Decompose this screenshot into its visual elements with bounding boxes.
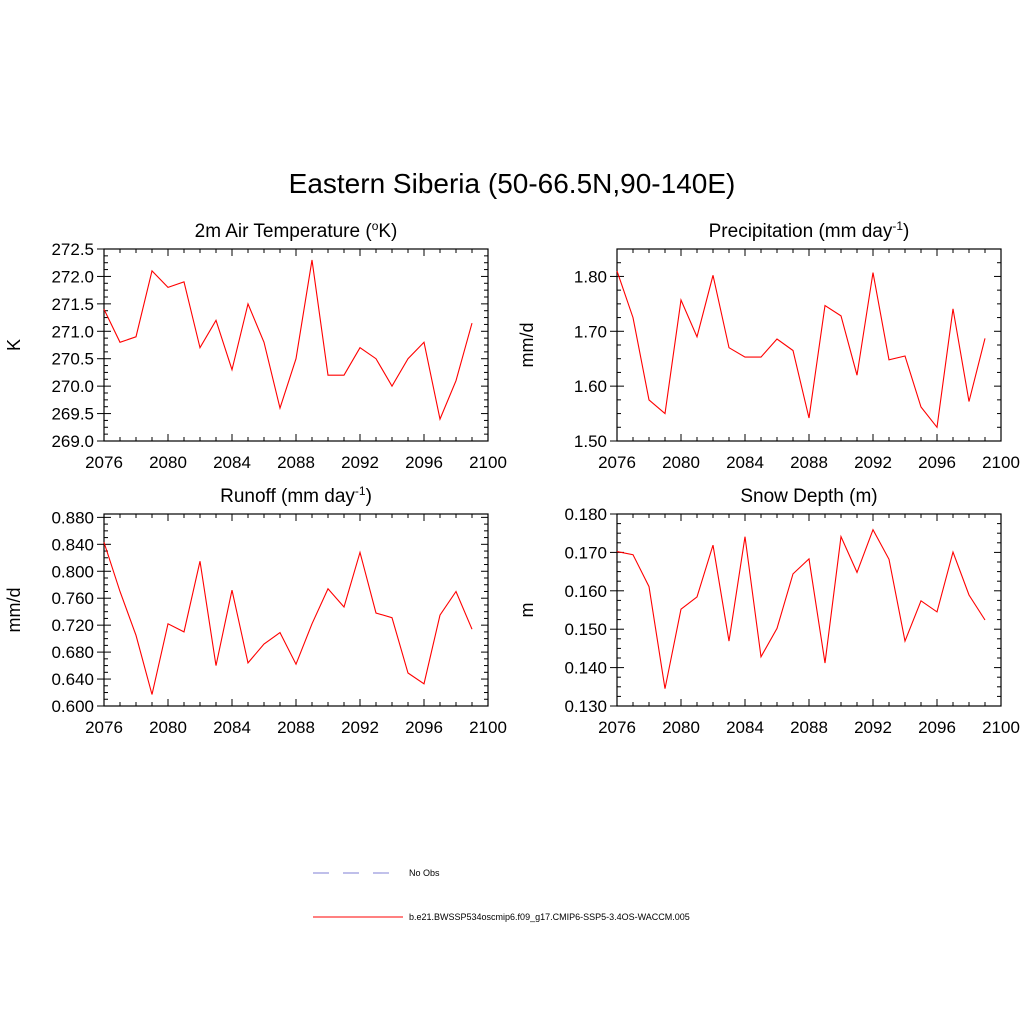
air-temperature-y-tick-label: 271.5 <box>51 295 94 314</box>
precipitation-y-tick-label: 1.80 <box>574 267 607 286</box>
runoff-x-tick-label: 2080 <box>149 718 187 737</box>
precipitation-y-tick-label: 1.50 <box>574 432 607 451</box>
snow-depth-y-tick-label: 0.130 <box>564 697 607 716</box>
snow-depth-y-tick-label: 0.140 <box>564 659 607 678</box>
snow-depth-y-tick-label: 0.180 <box>564 505 607 524</box>
precipitation-series-line <box>616 270 986 429</box>
air-temperature-x-tick-label: 2088 <box>277 453 315 472</box>
precipitation-x-tick-label: 2076 <box>598 453 636 472</box>
runoff-series-line <box>103 542 473 695</box>
runoff-x-tick-label: 2076 <box>85 718 123 737</box>
snow-depth-x-tick-label: 2076 <box>598 718 636 737</box>
snow-depth-x-tick-label: 2096 <box>918 718 956 737</box>
precipitation-x-tick-label: 2092 <box>854 453 892 472</box>
precipitation-x-tick-label: 2096 <box>918 453 956 472</box>
air-temperature-x-tick-label: 2100 <box>469 453 507 472</box>
air-temperature-frame <box>103 248 489 442</box>
snow-depth-y-tick-label: 0.170 <box>564 543 607 562</box>
air-temperature-series-line <box>103 259 473 421</box>
snow-depth-y-axis-label: m <box>517 603 537 618</box>
snow-depth-x-tick-label: 2080 <box>662 718 700 737</box>
air-temperature-title: 2m Air Temperature (oK) <box>195 219 398 242</box>
snow-depth-series-line <box>616 528 986 689</box>
runoff-title-end: ) <box>366 486 372 507</box>
precipitation-x-tick-label: 2084 <box>726 453 764 472</box>
panel-air-temperature: 2m Air Temperature (oK) K 2076 2080 2084 2088… <box>4 219 507 472</box>
runoff-y-tick-label: 0.840 <box>51 535 94 554</box>
snow-depth-y-tick-label: 0.150 <box>564 620 607 639</box>
runoff-x-tick-label: 2100 <box>469 718 507 737</box>
runoff-x-tick-label: 2092 <box>341 718 379 737</box>
runoff-x-tick-label: 2084 <box>213 718 251 737</box>
precipitation-x-tick-label: 2088 <box>790 453 828 472</box>
precipitation-y-tick-label: 1.60 <box>574 377 607 396</box>
air-temperature-y-tick-label: 269.5 <box>51 405 94 424</box>
runoff-y-tick-label: 0.760 <box>51 589 94 608</box>
air-temperature-x-tick-label: 2096 <box>405 453 443 472</box>
air-temperature-title-main: 2m Air Temperature ( <box>195 221 373 242</box>
runoff-title: Runoff (mm day-1) <box>220 484 372 507</box>
runoff-y-tick-label: 0.680 <box>51 643 94 662</box>
panel-precipitation: Precipitation (mm day-1) mm/d 2076 2080 2084… <box>517 219 1020 472</box>
air-temperature-y-tick-label: 272.0 <box>51 267 94 286</box>
snow-depth-y-tick-label: 0.160 <box>564 582 607 601</box>
air-temperature-y-tick-label: 271.0 <box>51 322 94 341</box>
snow-depth-x-tick-label: 2092 <box>854 718 892 737</box>
legend: No Obs b.e21.BWSSP534oscmip6.f09_g17.CMI… <box>313 868 690 922</box>
air-temperature-y-axis-label: K <box>4 339 24 351</box>
runoff-title-main: Runoff (mm day <box>220 486 355 507</box>
air-temperature-y-tick-label: 270.0 <box>51 377 94 396</box>
runoff-frame <box>103 513 489 707</box>
air-temperature-y-tick-label: 272.5 <box>51 240 94 259</box>
snow-depth-title-main: Snow Depth (m) <box>740 486 877 507</box>
precipitation-x-tick-label: 2100 <box>982 453 1020 472</box>
runoff-y-tick-label: 0.880 <box>51 508 94 527</box>
runoff-y-tick-label: 0.640 <box>51 670 94 689</box>
snow-depth-title: Snow Depth (m) <box>740 486 877 507</box>
runoff-y-tick-label: 0.720 <box>51 616 94 635</box>
chart-main-title: Eastern Siberia (50-66.5N,90-140E) <box>288 168 736 199</box>
runoff-title-sup: -1 <box>355 484 366 498</box>
snow-depth-x-tick-label: 2084 <box>726 718 764 737</box>
precipitation-x-tick-label: 2080 <box>662 453 700 472</box>
precipitation-title-sup: -1 <box>892 219 903 233</box>
snow-depth-x-tick-label: 2100 <box>982 718 1020 737</box>
runoff-y-tick-label: 0.800 <box>51 562 94 581</box>
air-temperature-x-tick-label: 2076 <box>85 453 123 472</box>
runoff-y-tick-label: 0.600 <box>51 697 94 716</box>
precipitation-title-main: Precipitation (mm day <box>709 221 893 242</box>
precipitation-y-tick-label: 1.70 <box>574 322 607 341</box>
precipitation-title-end: ) <box>903 221 909 242</box>
air-temperature-x-tick-label: 2080 <box>149 453 187 472</box>
panel-snow-depth: Snow Depth (m) m 2076 2080 2084 2088 2092 2096 2… <box>517 486 1020 737</box>
air-temperature-x-tick-label: 2092 <box>341 453 379 472</box>
air-temperature-title-sup: o <box>372 219 379 233</box>
snow-depth-x-tick-label: 2088 <box>790 718 828 737</box>
panel-runoff: Runoff (mm day-1) mm/d 2076 2080 2084 2088 209… <box>4 484 507 737</box>
legend-series-label: b.e21.BWSSP534oscmip6.f09_g17.CMIP6-SSP5… <box>409 912 690 922</box>
air-temperature-y-tick-label: 269.0 <box>51 432 94 451</box>
runoff-x-tick-label: 2088 <box>277 718 315 737</box>
snow-depth-frame <box>616 513 1002 707</box>
legend-obs-label: No Obs <box>409 868 440 878</box>
precipitation-title: Precipitation (mm day-1) <box>709 219 910 242</box>
runoff-x-tick-label: 2096 <box>405 718 443 737</box>
air-temperature-y-tick-label: 270.5 <box>51 350 94 369</box>
precipitation-y-axis-label: mm/d <box>517 323 537 368</box>
air-temperature-x-tick-label: 2084 <box>213 453 251 472</box>
air-temperature-title-end: K) <box>378 221 397 242</box>
runoff-y-axis-label: mm/d <box>4 588 24 633</box>
